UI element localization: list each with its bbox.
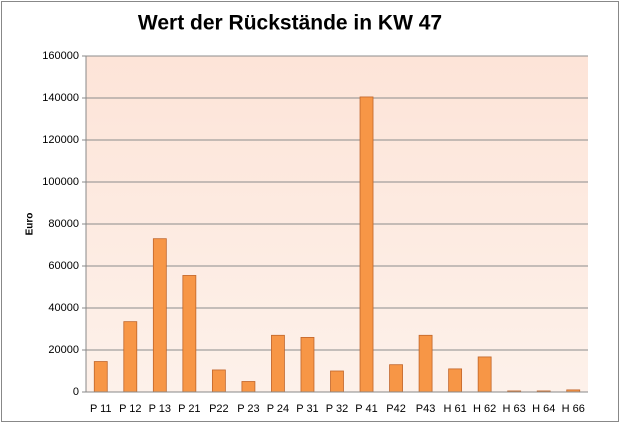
plot: 0 20000 40000 60000 80000 100000 120000 140000 1…: [42, 50, 588, 415]
x-tick-label: H 63: [503, 403, 526, 415]
bar: [477, 356, 492, 393]
bar: [182, 275, 197, 393]
x-tick-label: P 12: [119, 403, 141, 415]
x-tick-label: P22: [209, 403, 229, 415]
y-tick-label: 80000: [48, 218, 79, 230]
bar: [389, 364, 403, 393]
x-tick-label: P 41: [355, 403, 377, 415]
y-tick-label: 20000: [48, 344, 79, 356]
x-tick-label: P 32: [326, 403, 348, 415]
y-tick-label: 120000: [42, 134, 79, 146]
x-tick-label: H 64: [532, 403, 555, 415]
y-tick-label: 140000: [42, 92, 79, 104]
x-tick-label: H 66: [562, 403, 585, 415]
bar: [359, 96, 374, 393]
x-tick-label: P 13: [149, 403, 171, 415]
bar: [152, 238, 167, 393]
bar: [300, 336, 315, 393]
x-tick-label: P 11: [90, 403, 112, 415]
y-tick-label: 60000: [48, 260, 79, 272]
chart-title: Wert der Rückstände in KW 47: [138, 12, 442, 35]
x-tick-label: P 23: [237, 403, 259, 415]
y-tick-label: 0: [73, 386, 79, 398]
x-tick-label: P43: [416, 403, 436, 415]
bar: [93, 361, 108, 393]
x-tick-label: H 62: [473, 403, 496, 415]
y-tick-label: 100000: [42, 176, 79, 188]
y-tick-label: 40000: [48, 302, 79, 314]
x-tick-label: P 31: [296, 403, 318, 415]
bar: [241, 381, 256, 393]
bar: [418, 334, 433, 393]
x-tick-label: P 21: [178, 403, 200, 415]
x-tick-label: P 24: [267, 403, 289, 415]
bar: [123, 321, 138, 393]
bar: [448, 368, 463, 393]
y-tick-label: 160000: [42, 50, 79, 62]
x-tick-label: P42: [386, 403, 406, 415]
bar: [211, 369, 226, 393]
bar: [330, 370, 344, 393]
y-axis-label: Euro: [25, 213, 36, 236]
bar: [271, 334, 285, 393]
x-tick-label: H 61: [443, 403, 466, 415]
